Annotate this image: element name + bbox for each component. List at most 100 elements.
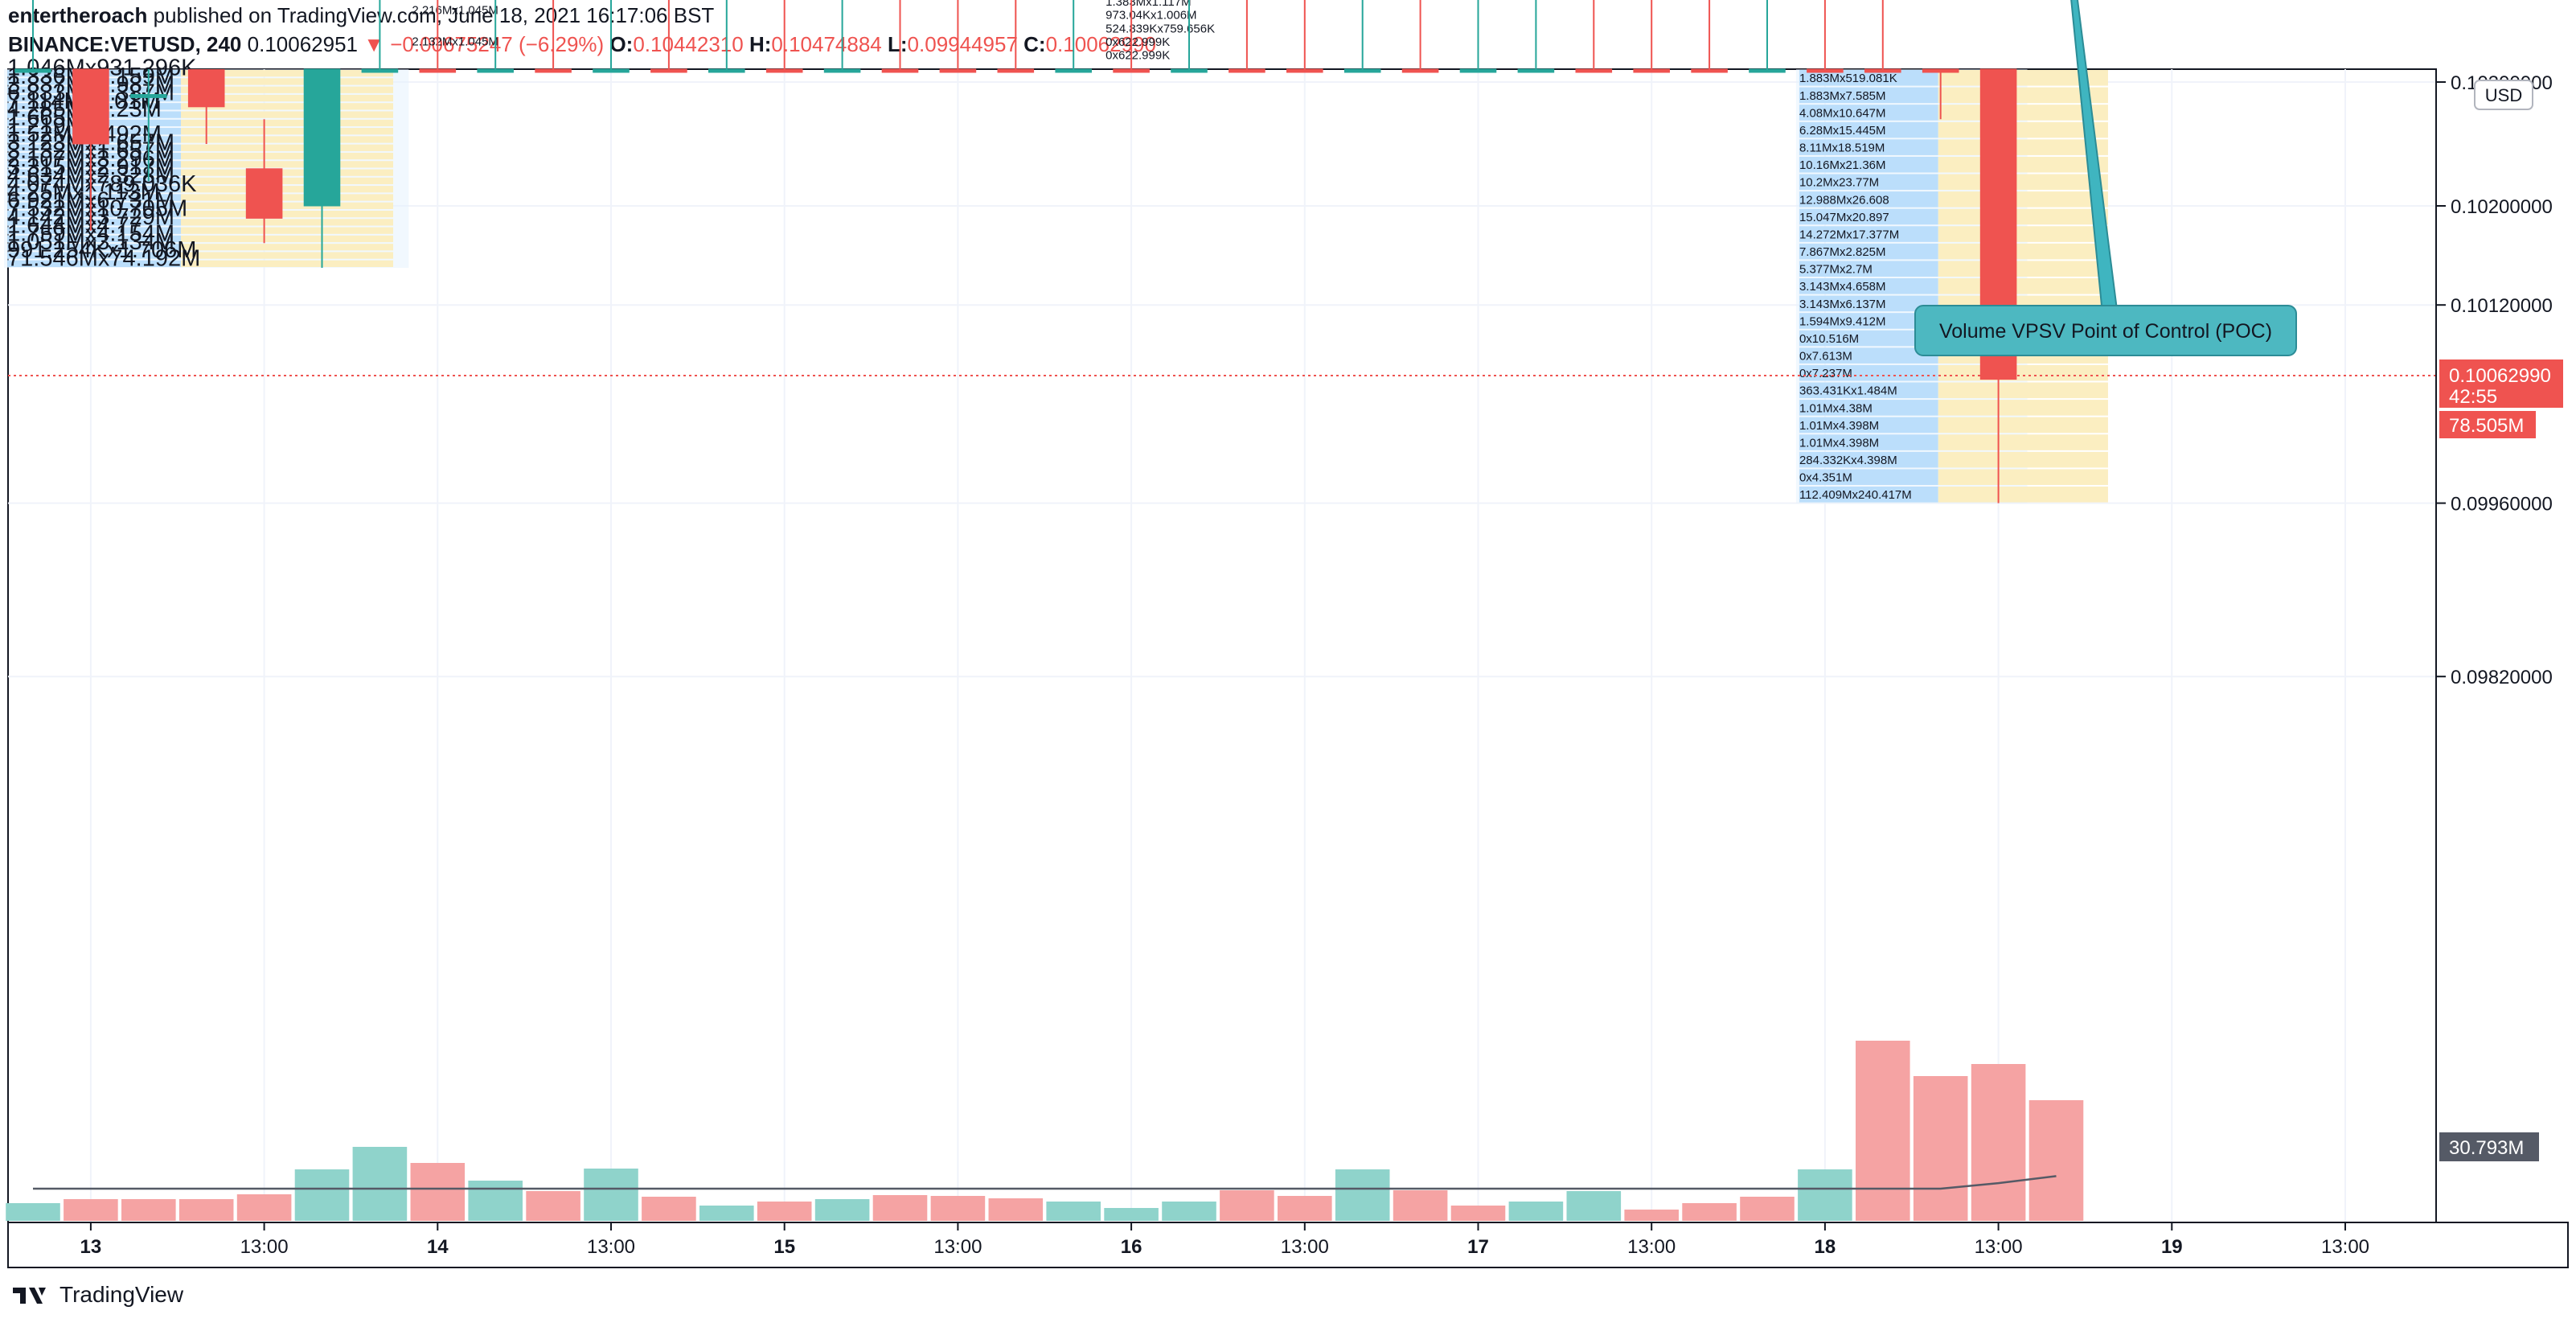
profile-row-label: 4.08Mx10.647M [1799,106,1886,120]
volume-tag [2439,410,2536,438]
profile-buy-bar [1799,295,1938,312]
profile-buy-bar [1799,87,1938,104]
profile-row-label: 1.644Mx4.77 [7,212,142,238]
profile-buy-bar [7,161,182,168]
profile-buy-bar [1799,261,1938,277]
volume-bar [1566,1191,1622,1221]
profile-buy-bar [7,202,182,209]
profile-sell-bar [181,136,394,143]
profile-sell-bar [181,70,394,77]
author-name[interactable]: entertheroach [8,3,148,27]
profile-buy-bar [1799,208,1938,225]
candle-body [361,68,399,73]
volume-bar [988,1198,1044,1221]
profile-row-label: 7.532Mx10.705M [7,196,187,222]
volume-bar [294,1169,350,1221]
profile-buy-bar [7,177,182,185]
profile-row-label: 973.04Kx1.006M [1105,9,1196,23]
volume-bar [1278,1196,1332,1221]
high-label: H: [749,32,772,56]
open-value: 0.10442310 [633,32,744,56]
countdown-label: 42:55 [2449,386,2497,408]
time-tick-label: 13 [80,1236,102,1258]
profile-buy-bar [1799,487,1938,503]
profile-buy-bar [1799,70,1938,86]
candle-body [1343,68,1381,73]
time-tick-label: 18 [1815,1236,1836,1258]
profile-sell-bar [181,235,394,243]
profile-sell-bar [1938,139,2108,155]
last-price: 0.10062951 [247,32,359,56]
profile-sell-bar [181,252,394,259]
profile-row-label: 6.28Mx15.445M [1799,124,1886,138]
time-tick-label: 13:00 [587,1236,635,1258]
tradingview-logo-icon [13,1288,46,1304]
poc-callout[interactable] [1914,305,2297,356]
profile-row-label: 12.988Mx26.608 [1799,193,1889,207]
profile-row-label: 3.143Mx4.658M [1799,280,1886,294]
profile-row-label: 991.254Kx1.706M [7,237,196,263]
volume-bar [526,1191,580,1221]
candle-body [1459,68,1497,73]
profile-sell-bar [181,219,394,226]
profile-buy-bar [1799,451,1938,468]
volume-bar [699,1206,754,1221]
candle-body [1113,68,1150,73]
profile-row-label: 1.051Mx3.134M [7,229,174,255]
candle-body [593,68,630,73]
symbol-label[interactable]: BINANCE:VETUSD, 240 [8,32,242,56]
profile-row-label: 0x622.999K [1105,35,1170,49]
candle-body [1055,68,1092,73]
volume-bar [1046,1202,1101,1221]
profile-row-label: 7.867Mx2.825M [1799,245,1886,259]
tradingview-footer: TradingView [11,1282,183,1308]
volume-bar [1856,1041,1910,1221]
profile-buy-bar [1799,226,1938,242]
profile-sell-bar [181,186,394,193]
volume-bar [1682,1203,1737,1221]
profile-buy-bar [7,252,182,259]
price-tick-label: 0.10200000 [2451,196,2553,218]
profile-row-label: 14.272Mx17.377M [1799,228,1899,241]
volume-bar [178,1199,234,1221]
profile-buy-bar [1799,364,1938,381]
profile-buy-bar [1799,469,1938,486]
poc-callout-text: Volume VPSV Point of Control (POC) [1939,320,2272,343]
volume-bar [930,1196,986,1221]
profile-sell-bar [181,260,394,267]
profile-sell-bar [1938,400,2108,416]
candle-body [535,68,572,73]
volume-bar [2028,1100,2084,1221]
volume-bar [1740,1197,1795,1221]
currency-button[interactable] [2474,80,2533,110]
volume-bar [642,1197,696,1221]
candle-body [650,68,687,73]
profile-row-label: 5.377Mx2.7M [1799,263,1873,277]
price-tick-label: 0.10120000 [2451,295,2553,317]
close-value: 0.10062990 [1045,32,1156,56]
profile-row-label: 1.01Mx4.398M [1799,436,1879,450]
profile-sell-bar [181,111,394,118]
profile-buy-bar [1799,382,1938,399]
volume-bar [1450,1206,1506,1221]
time-tick-label: 13:00 [1281,1236,1329,1258]
profile-buy-bar [7,194,182,201]
candle-body [130,93,167,98]
profile-row-label: 0x4.351M [1799,471,1852,485]
time-tick-label: 19 [2161,1236,2183,1258]
candle-body [245,168,283,219]
profile-sell-bar [181,210,394,218]
profile-sell-bar [181,144,394,151]
profile-sell-bar [1938,364,2108,381]
profile-buy-bar [7,235,182,243]
volume-bar [410,1163,466,1221]
profile-sell-bar [181,177,394,185]
profile-row-label: 1.594Mx9.412M [1799,314,1886,328]
profile-sell-bar [181,128,394,135]
candle-body [187,69,225,108]
volume-bar [1220,1190,1274,1221]
profile-buy-bar [1799,174,1938,191]
profile-buy-bar [7,210,182,218]
profile-row-label: 15.047Mx20.897 [1799,211,1889,224]
